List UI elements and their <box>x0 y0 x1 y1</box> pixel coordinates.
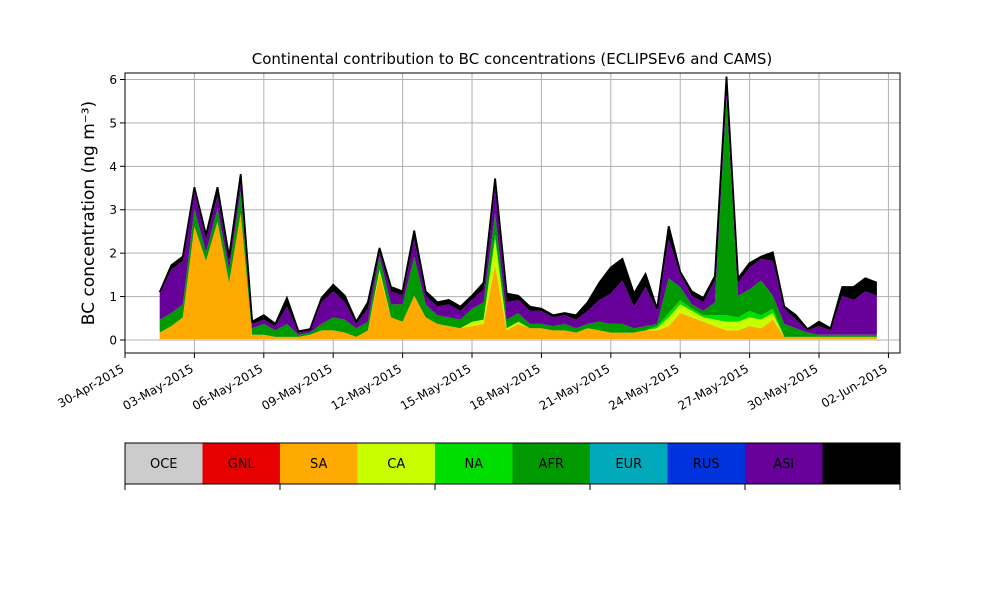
legend-label-gnl: GNL <box>228 457 256 472</box>
legend-label-afr: AFR <box>539 457 564 472</box>
y-tick-label: 0 <box>109 333 117 347</box>
colorbar-legend: OCE GNL SA CA NA AFR EUR RUS ASI AUS <box>124 442 901 490</box>
legend-swatch-gnl <box>202 443 280 484</box>
y-tick-label: 2 <box>109 247 117 261</box>
legend-swatch-sa <box>280 443 358 484</box>
legend-label-asi: ASI <box>773 457 794 472</box>
y-tick-label: 1 <box>109 290 117 304</box>
legend-label-rus: RUS <box>693 457 720 472</box>
y-axis-ticks: 0 1 2 3 4 5 6 <box>109 73 125 347</box>
legend-swatch-na <box>435 443 513 484</box>
legend-swatch-rus <box>667 443 745 484</box>
legend-label-aus: AUS <box>848 457 875 472</box>
legend-label-sa: SA <box>310 457 327 472</box>
legend-swatch-asi <box>745 443 823 484</box>
legend-label-eur: EUR <box>615 457 642 472</box>
legend-label-oce: OCE <box>150 457 178 472</box>
legend-label-ca: CA <box>387 457 405 472</box>
area-afr <box>159 98 877 337</box>
chart-title: Continental contribution to BC concentra… <box>252 50 773 68</box>
legend-label-na: NA <box>464 457 483 472</box>
legend-swatch-aus <box>822 443 900 484</box>
legend-swatch-afr <box>512 443 590 484</box>
y-tick-label: 4 <box>109 160 117 174</box>
area-oce <box>159 339 877 340</box>
y-tick-label: 6 <box>109 73 117 87</box>
y-tick-label: 3 <box>109 203 117 217</box>
y-tick-label: 5 <box>109 116 117 130</box>
legend-frame <box>124 442 901 485</box>
legend-swatch-oce <box>125 443 203 484</box>
plot-frame <box>124 72 901 354</box>
legend-swatch-eur <box>590 443 668 484</box>
total-outline <box>158 76 878 333</box>
area-sa <box>159 213 877 340</box>
legend-swatch-ca <box>357 443 435 484</box>
y-axis-label: BC concentration (ng m⁻³) <box>79 101 99 325</box>
